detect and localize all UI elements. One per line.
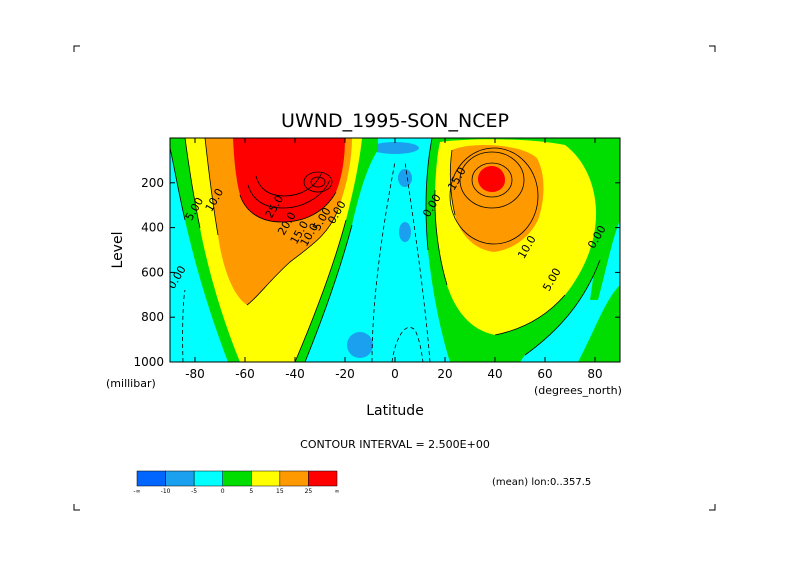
x-tick-label: 60 <box>537 367 552 381</box>
colorbar-swatch <box>279 470 309 487</box>
x-tick-label: 20 <box>437 367 452 381</box>
nh-jet-band-orange <box>450 145 544 252</box>
nh-surface-green <box>578 285 620 362</box>
x-tick-label: -60 <box>235 367 255 381</box>
x-tick-label: -20 <box>335 367 355 381</box>
northern-jet <box>425 138 620 362</box>
colorbar-tick-label: ∞ <box>335 488 340 495</box>
contour-interval-label: CONTOUR INTERVAL = 2.500E+00 <box>300 438 490 451</box>
colorbar-tick-label: 5 <box>249 488 253 495</box>
colorbar-swatch <box>193 470 223 487</box>
colorbar-tick-label: 0 <box>221 488 225 495</box>
colorbar-tick-label: 15 <box>276 488 284 495</box>
x-axis-label: Latitude <box>366 403 424 419</box>
y-tick-label: 600 <box>141 265 164 279</box>
y-axis-label: Level <box>110 232 126 269</box>
x-tick-label: -80 <box>185 367 205 381</box>
x-tick-label: 0 <box>391 367 399 381</box>
colorbar-tick-label: -10 <box>161 488 171 495</box>
y-tick-label: 800 <box>141 310 164 324</box>
colorbar-tick-label: -∞ <box>133 488 140 495</box>
contour-lines <box>170 138 601 362</box>
colorbar: -∞ -10 -5 0 5 15 25 ∞ <box>133 470 340 495</box>
x-tick-label: 40 <box>487 367 502 381</box>
colorbar-swatch <box>251 470 281 487</box>
colorbar-tick-label: -5 <box>191 488 197 495</box>
crop-marks <box>73 45 716 511</box>
y-axis: 200 400 600 800 1000 <box>133 176 620 369</box>
region-strong-easterly <box>347 142 419 358</box>
colorbar-swatch <box>136 470 166 487</box>
sh-jet-band-red <box>233 138 345 222</box>
colorbar-swatch <box>222 470 252 487</box>
chart-title: UWND_1995-SON_NCEP <box>281 110 509 132</box>
y-axis-units: (millibar) <box>106 377 156 390</box>
nh-green-stripe <box>590 138 620 300</box>
x-tick-label: 80 <box>587 367 602 381</box>
contour-lines-negative <box>182 161 431 362</box>
y-tick-label: 1000 <box>133 355 164 369</box>
x-tick-label: -40 <box>285 367 305 381</box>
plot-area: 25.020.015.010.05.000.0010.05.000.000.00… <box>170 138 620 362</box>
colorbar-tick-label: 25 <box>305 488 313 495</box>
y-tick-label: 400 <box>141 221 164 235</box>
colorbar-swatch <box>308 470 338 487</box>
x-axis: -80 -60 -40 -20 0 20 40 60 80 <box>185 138 603 381</box>
colorbar-swatch <box>165 470 195 487</box>
y-tick-label: 200 <box>141 176 164 190</box>
nh-jet-band-red <box>478 166 505 192</box>
x-axis-units: (degrees_north) <box>534 384 622 397</box>
mean-note: (mean) lon:0..357.5 <box>492 477 591 488</box>
